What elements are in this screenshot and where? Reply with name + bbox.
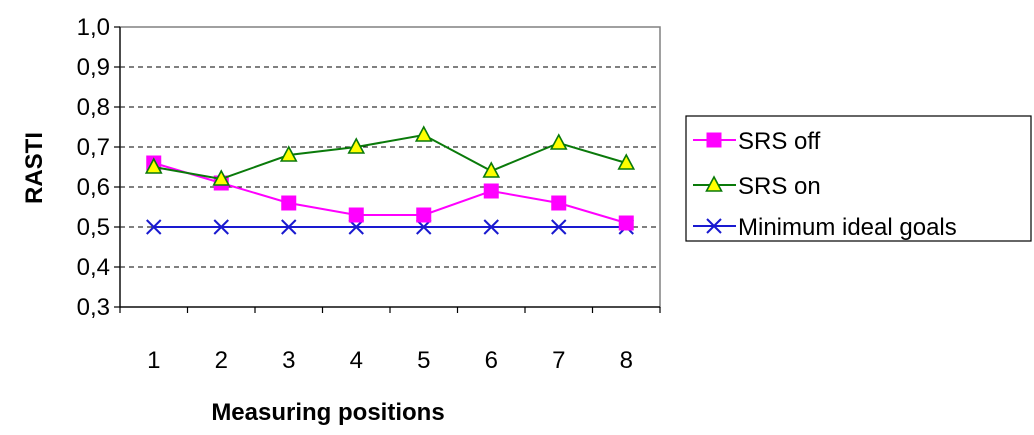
legend-entry-0: SRS off [693,128,821,155]
series-0-point-2 [281,195,297,211]
series-1-point-7 [617,153,636,170]
grid-lines [120,66,660,268]
series-1-point-2 [279,145,298,162]
series-2-point-5-stroke-b [483,219,499,235]
x-tick-label-6: 7 [552,347,565,374]
y-tick-label-3: 0,6 [77,174,110,201]
legend-label-2: Minimum ideal goals [738,214,957,241]
legend-marker-2 [706,218,722,234]
series-2-point-1-stroke-b [213,219,229,235]
series-lines [144,125,636,235]
series-2-point-6 [551,219,567,235]
x-tick-label-1: 2 [215,347,228,374]
x-tick-label-2: 3 [282,347,295,374]
series-1-point-1 [212,169,231,186]
series-1-point-5 [482,161,501,178]
x-tick-label-7: 8 [620,347,633,374]
series-2-point-2-stroke-b [281,219,297,235]
axes: 0,3 0,4 0,5 0,6 0,7 0,8 0,9 1,0 1 2 3 4 5 6 7 8 [77,14,661,374]
y-tick-label-1: 0,4 [77,254,110,281]
series-1 [144,125,636,186]
y-tick-label-4: 0,7 [77,134,110,161]
series-2-point-0 [146,219,162,235]
series-2-point-5 [483,219,499,235]
series-0-point-6 [551,195,567,211]
legend-marker-0 [706,132,722,148]
plot-frame [119,26,661,308]
legend-box [685,115,1032,242]
x-axis-label: Measuring positions [211,399,444,426]
series-0-point-7 [618,215,634,231]
series-1-point-4 [414,125,433,142]
series-1-point-6 [549,133,568,150]
series-0-line [153,162,627,224]
legend: SRS off SRS on Minimum ideal goals [693,128,957,241]
series-2-point-6-stroke-b [551,219,567,235]
legend-entry-2: Minimum ideal goals [693,214,957,241]
series-2-point-1 [213,219,229,235]
series-1-line [153,133,627,181]
x-tick-label-4: 5 [417,347,430,374]
x-tick-label-0: 1 [147,347,160,374]
series-0-point-4 [416,207,432,223]
legend-marker-1 [705,175,723,192]
series-2-point-2 [281,219,297,235]
legend-label-1: SRS on [738,173,821,200]
series-0-point-5 [483,183,499,199]
series-1-point-0 [144,157,163,174]
series-2-point-0-stroke-b [146,219,162,235]
series-1-point-3 [347,137,366,154]
y-tick-label-0: 0,3 [77,294,110,321]
legend-entry-1: SRS on [693,173,821,200]
y-axis-label: RASTI [21,132,48,204]
y-tick-label-2: 0,5 [77,214,110,241]
legend-marker-2-stroke-b [706,218,722,234]
series-0 [146,155,634,231]
legend-label-0: SRS off [738,128,821,155]
series-0-point-3 [348,207,364,223]
y-tick-label-6: 0,9 [77,54,110,81]
y-tick-label-7: 1,0 [77,14,110,41]
y-tick-label-5: 0,8 [77,94,110,121]
x-tick-label-5: 6 [485,347,498,374]
series-2 [146,219,634,235]
x-tick-label-3: 4 [350,347,363,374]
